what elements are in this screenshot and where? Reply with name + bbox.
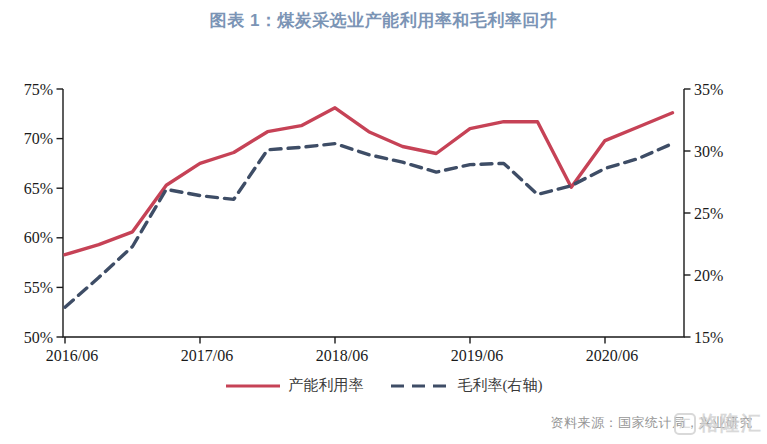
left-axis-tick-label: 75% (24, 81, 53, 98)
left-axis-tick-label: 60% (24, 229, 53, 246)
right-axis-tick-label: 15% (694, 329, 723, 346)
chart-legend: 产能利用率 毛利率(右轴) (0, 376, 767, 395)
report-chart-page: 图表 1：煤炭采选业产能利用率和毛利率回升 50%55%60%65%70%75%… (0, 0, 767, 444)
legend-label-margin: 毛利率(右轴) (458, 376, 543, 395)
series-margin (65, 144, 673, 308)
right-axis-tick-label: 20% (694, 267, 723, 284)
watermark-text: 格隆汇 (699, 410, 762, 437)
left-axis-tick-label: 70% (24, 130, 53, 147)
left-axis-tick-label: 55% (24, 279, 53, 296)
right-axis-tick-label: 25% (694, 205, 723, 222)
solid-line-sample-icon (225, 383, 281, 389)
dashed-line-sample-icon (390, 383, 450, 389)
axis-frame (63, 89, 684, 337)
legend-label-utilization: 产能利用率 (289, 376, 364, 395)
legend-item-utilization: 产能利用率 (225, 376, 364, 395)
x-axis-tick-label: 2019/06 (451, 347, 503, 364)
legend-item-margin: 毛利率(右轴) (390, 376, 543, 395)
x-axis-tick-label: 2017/06 (181, 347, 233, 364)
left-axis-tick-label: 65% (24, 180, 53, 197)
watermark: 汇 格隆汇 (674, 410, 762, 437)
x-axis-tick-label: 2018/06 (316, 347, 368, 364)
watermark-logo-icon: 汇 (674, 413, 696, 435)
right-axis-tick-label: 30% (694, 143, 723, 160)
left-axis-tick-label: 50% (24, 329, 53, 346)
x-axis-tick-label: 2016/06 (46, 347, 98, 364)
right-axis-tick-label: 35% (694, 81, 723, 98)
x-axis-tick-label: 2020/06 (586, 347, 638, 364)
